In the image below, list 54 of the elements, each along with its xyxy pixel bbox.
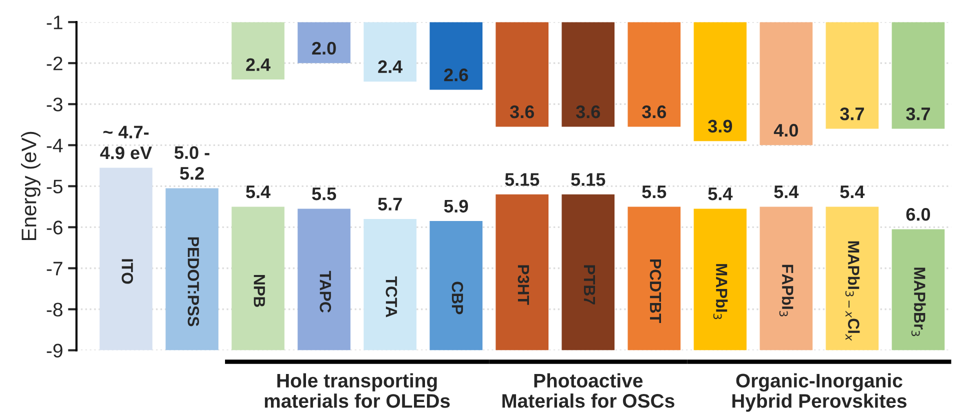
- y-tick-label: -1: [46, 16, 62, 30]
- annotation: 5.7: [378, 198, 402, 211]
- x-tick-label: MAPbI$_{3}$: [713, 264, 728, 320]
- annotation: 5.4: [774, 186, 799, 198]
- x-tick-label: P3HT: [518, 265, 530, 305]
- annotation: 3.6: [510, 105, 534, 118]
- annotation: 5.4: [708, 188, 733, 200]
- annotation: 5.5: [312, 188, 336, 200]
- annotation: 5.0 - 5.2: [174, 146, 210, 180]
- x-tick-label: PTB7: [584, 265, 595, 304]
- annotation: 3.6: [576, 105, 600, 118]
- x-tick-label: MAPbI$_{3−x}$Cl$_{x}$: [845, 241, 860, 341]
- y-tick-label: -4: [46, 138, 63, 152]
- annotation: 5.15: [505, 173, 540, 186]
- y-tick-label: -9: [46, 344, 62, 358]
- y-tick-label: -7: [46, 262, 62, 276]
- bar: [430, 22, 482, 90]
- annotation: 5.4: [840, 186, 865, 198]
- annotation: 2.4: [246, 58, 270, 71]
- text: Organic-Inorganic Hybrid Perovskites: [732, 373, 906, 412]
- annotation: 2.0: [312, 42, 336, 55]
- bar: [100, 168, 152, 350]
- annotation: 6.0: [906, 208, 930, 221]
- bar: [430, 221, 482, 350]
- y-tick-label: -2: [46, 56, 62, 70]
- y-tick-label: -8: [46, 302, 62, 316]
- x-tick-label: ITO: [122, 259, 134, 284]
- text: Hole transporting materials for OLEDs: [264, 373, 450, 408]
- annotation: 5.5: [642, 186, 666, 198]
- x-tick-label: MAPbBr$_{3}$: [911, 268, 926, 336]
- x-tick-label: TAPC: [320, 270, 332, 313]
- annotation: 3.6: [642, 105, 666, 118]
- y-tick-label: -5: [46, 180, 62, 194]
- annotation: 5.15: [571, 173, 606, 186]
- y-axis-title: Energy (eV): [21, 132, 40, 240]
- x-tick-label: PEDOT:PSS: [188, 237, 200, 326]
- annotation: ~ 4.7- 4.9 eV: [100, 126, 152, 160]
- x-tick-label: NPB: [254, 275, 265, 307]
- x-tick-label: FAPbI$_{3}$: [779, 264, 794, 316]
- x-tick-label: PCDTBT: [650, 259, 662, 324]
- x-tick-label: CBP: [452, 282, 464, 314]
- annotation: 3.7: [840, 107, 864, 120]
- y-tick-label: -6: [46, 220, 62, 234]
- annotation: 4.0: [774, 124, 798, 137]
- annotation: 3.7: [906, 107, 930, 120]
- y-tick-label: -3: [46, 98, 62, 112]
- annotation: 5.4: [246, 186, 270, 198]
- annotation: 2.4: [378, 60, 403, 73]
- annotation: 3.9: [708, 120, 732, 133]
- annotation: 5.9: [444, 200, 468, 213]
- annotation: 2.6: [444, 68, 468, 82]
- x-tick-label: TCTA: [386, 276, 398, 318]
- bar: [166, 188, 218, 350]
- text: Photoactive Materials for OSCs: [502, 373, 674, 408]
